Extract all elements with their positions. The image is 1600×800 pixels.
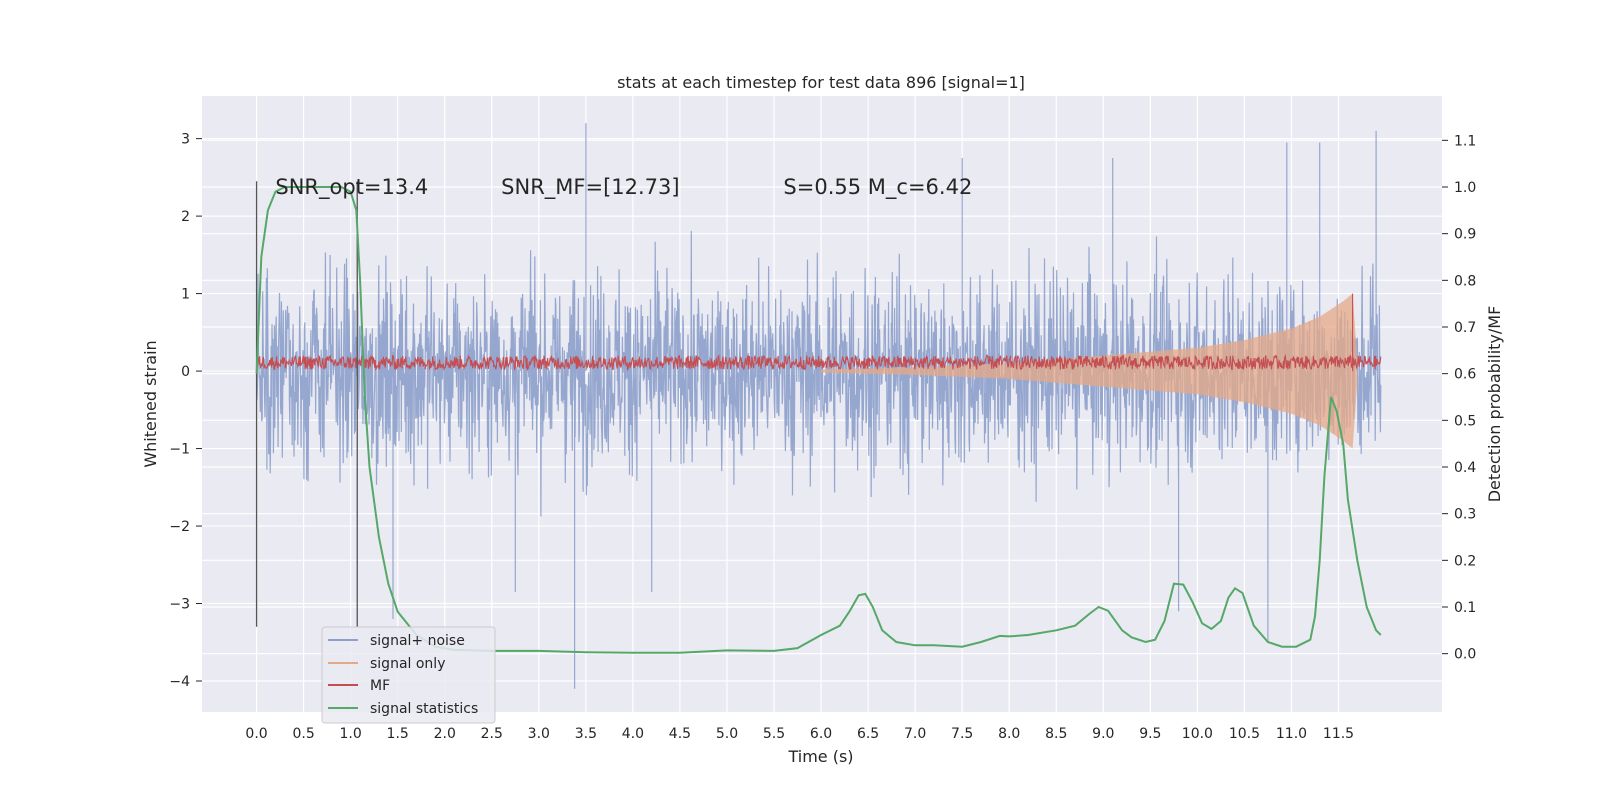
signal-noise-series — [256, 123, 1382, 689]
y-left-tick-label: −1 — [169, 442, 190, 458]
y-right-axis-ticks: 0.0 0.1 0.2 0.3 0.4 0.5 0.6 0.7 0.8 0.9 1.0 1.1 — [1442, 133, 1476, 663]
x-tick-label: 0.0 — [245, 726, 267, 742]
y-right-tick-label: 0.4 — [1454, 460, 1476, 476]
y-left-tick-label: 2 — [181, 209, 190, 225]
legend-box — [321, 626, 496, 724]
x-tick-label: 7.5 — [951, 726, 973, 742]
x-tick-label: 11.0 — [1276, 726, 1307, 742]
y-left-tick-label: −2 — [169, 519, 190, 535]
y-left-tick-label: 0 — [181, 364, 190, 380]
y-right-tick-label: 0.9 — [1454, 227, 1476, 243]
signal-statistics-line — [255, 186, 1382, 654]
annotations: SNR_opt=13.4 SNR_MF=[12.73] S=0.55 M_c=6.4… — [275, 175, 972, 200]
annotation-text: S=0.55 M_c=6.42 — [783, 175, 972, 200]
y-right-tick-label: 0.8 — [1454, 273, 1476, 289]
x-tick-label: 10.5 — [1229, 726, 1260, 742]
x-tick-label: 5.0 — [716, 726, 738, 742]
x-tick-label: 4.0 — [622, 726, 644, 742]
legend: signal+ noise signal only MF signal stat… — [321, 626, 496, 724]
x-axis-ticks: 0.0 0.5 1.0 1.5 2.0 2.5 3.0 3.5 4.0 4.5 5.0 5.5 6.0 6… — [245, 726, 1354, 742]
x-tick-label: 4.5 — [669, 726, 691, 742]
signal-statistics-series — [255, 186, 1382, 654]
x-tick-label: 3.5 — [575, 726, 597, 742]
y-left-tick-label: 3 — [181, 132, 190, 148]
signal-only-envelope — [821, 293, 1358, 449]
legend-label-signal-only: signal only — [370, 656, 445, 672]
x-tick-label: 1.0 — [340, 726, 362, 742]
y-left-axis-label: Whitened strain — [141, 340, 160, 467]
y-right-tick-label: 0.2 — [1454, 553, 1476, 569]
vertical-markers — [255, 181, 358, 627]
x-tick-label: 5.5 — [763, 726, 785, 742]
y-right-tick-label: 0.7 — [1454, 320, 1476, 336]
y-right-tick-label: 0.6 — [1454, 367, 1476, 383]
x-tick-label: 8.5 — [1045, 726, 1067, 742]
x-axis-label: Time (s) — [787, 747, 853, 766]
annotation-text: SNR_MF=[12.73] — [501, 175, 679, 200]
x-tick-label: 10.0 — [1182, 726, 1213, 742]
legend-label-signal-statistics: signal statistics — [370, 701, 478, 717]
x-tick-label: 9.0 — [1092, 726, 1114, 742]
signal-only-series — [821, 293, 1358, 449]
legend-label-signal-noise: signal+ noise — [370, 633, 465, 649]
x-tick-label: 0.5 — [292, 726, 314, 742]
grid-lines — [202, 96, 1442, 712]
signal-noise-line — [256, 123, 1382, 689]
mf-line — [256, 293, 1382, 372]
y-right-tick-label: 0.3 — [1454, 507, 1476, 523]
y-right-tick-label: 1.0 — [1454, 180, 1476, 196]
y-left-tick-label: −3 — [169, 597, 190, 613]
legend-label-mf: MF — [370, 678, 390, 694]
y-right-tick-label: 0.0 — [1454, 647, 1476, 663]
x-tick-label: 6.0 — [810, 726, 832, 742]
mf-series — [256, 293, 1382, 372]
y-right-axis-label: Detection probability/MF — [1485, 306, 1504, 503]
y-left-tick-label: 1 — [181, 287, 190, 303]
x-tick-label: 7.0 — [904, 726, 926, 742]
x-tick-label: 6.5 — [857, 726, 879, 742]
y-left-tick-label: −4 — [169, 674, 190, 690]
annotation-text: SNR_opt=13.4 — [275, 175, 428, 200]
x-tick-label: 2.0 — [434, 726, 456, 742]
x-tick-label: 3.0 — [528, 726, 550, 742]
chart-title: stats at each timestep for test data 896… — [617, 73, 1025, 92]
y-left-axis-ticks: −4 −3 −2 −1 0 1 2 3 — [169, 132, 202, 690]
x-tick-label: 9.5 — [1139, 726, 1161, 742]
x-tick-label: 11.5 — [1323, 726, 1354, 742]
x-tick-label: 2.5 — [481, 726, 503, 742]
y-right-tick-label: 0.1 — [1454, 600, 1476, 616]
x-tick-label: 1.5 — [387, 726, 409, 742]
y-right-tick-label: 0.5 — [1454, 413, 1476, 429]
x-tick-label: 8.0 — [998, 726, 1020, 742]
y-right-tick-label: 1.1 — [1454, 133, 1476, 149]
